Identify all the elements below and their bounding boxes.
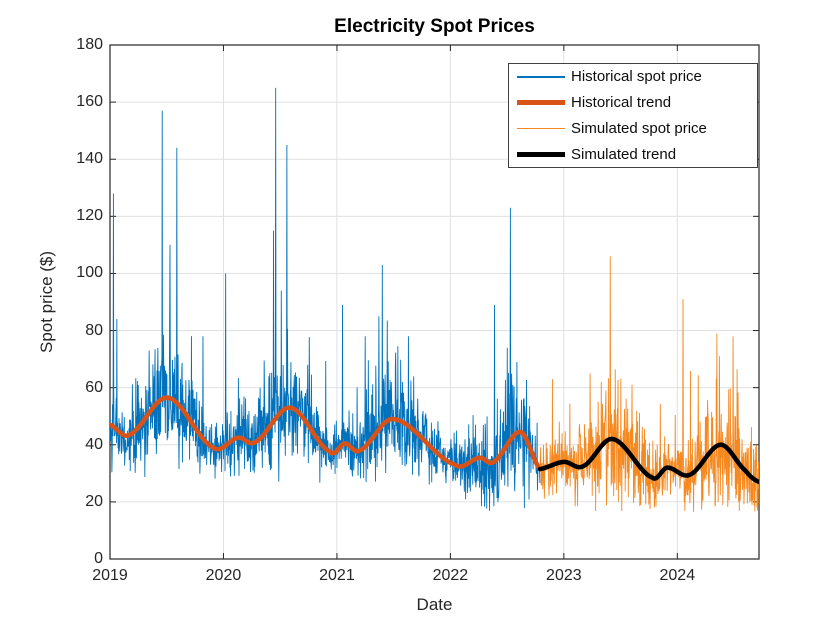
y-tick-label: 140 [76, 150, 103, 168]
legend-line-sample [517, 100, 565, 106]
legend-entry: Historical spot price [509, 68, 757, 85]
legend-entry: Historical trend [509, 94, 757, 111]
data-series [110, 87, 759, 512]
legend: Historical spot price Historical trend Sim… [508, 63, 758, 168]
series-historical-trend [110, 395, 543, 472]
legend-line-sample [517, 151, 565, 157]
y-tick-label: 120 [76, 207, 103, 225]
x-tick-label: 2022 [432, 567, 469, 584]
legend-label: Historical trend [571, 94, 672, 112]
y-tick-label: 160 [76, 93, 103, 111]
legend-label: Simulated spot price [571, 119, 707, 137]
series-simulated-trend [537, 436, 759, 485]
legend-line-sample [517, 127, 565, 130]
axis-box [109, 44, 760, 560]
chart-title: Electricity Spot Prices [334, 16, 535, 37]
y-tick-label: 20 [85, 492, 103, 510]
y-tick-label: 100 [76, 264, 103, 282]
legend-label: Simulated trend [571, 145, 677, 163]
x-tick-label: 2019 [92, 567, 128, 584]
y-tick-label: 80 [85, 321, 103, 339]
y-tick-label: 60 [85, 378, 103, 396]
x-tick-label: 2021 [319, 567, 355, 584]
x-tick-label: 2024 [659, 567, 696, 584]
x-tick-label: 2020 [205, 567, 242, 584]
series-historical-spot-price [110, 87, 541, 511]
legend-entry: Simulated spot price [509, 120, 757, 137]
x-tick-label: 2023 [546, 567, 582, 584]
y-tick-label: 0 [94, 550, 103, 567]
y-tick-label: 180 [76, 36, 103, 53]
x-axis-label: Date [416, 595, 453, 614]
legend-entry: Simulated trend [509, 146, 757, 163]
legend-line-sample [517, 76, 565, 78]
y-tick-label: 40 [85, 435, 103, 453]
legend-label: Historical spot price [571, 68, 702, 86]
